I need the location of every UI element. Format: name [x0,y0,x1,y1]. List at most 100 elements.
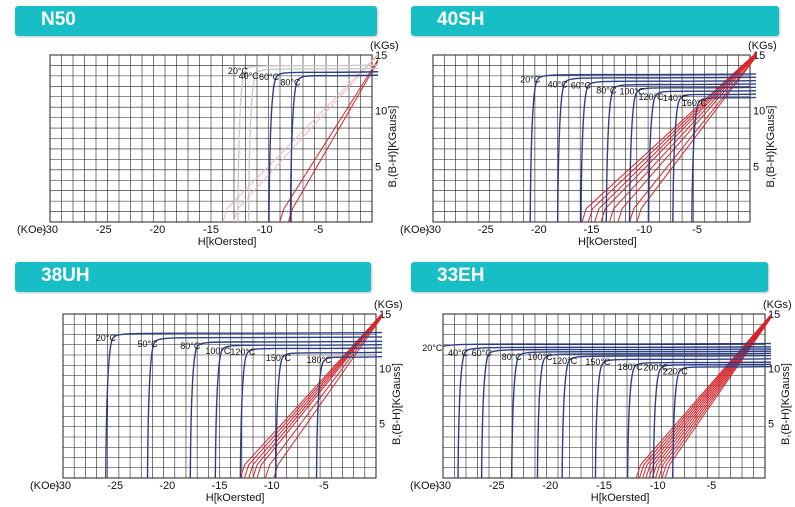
chart-title-bar: 33EH [411,262,768,292]
y-tick-label: 15 [379,309,391,321]
y-tick-label: 15 [753,50,765,62]
normal-curve [273,315,382,478]
y-tick-label: 15 [768,309,780,321]
x-tick-label: -25 [478,224,494,236]
x-axis-label: H[kOersted] [206,492,265,504]
x-tick-label: -25 [96,224,112,236]
series-label: 160°C [682,98,708,108]
chart-title: 38UH [41,265,90,286]
intrinsic-curve [214,343,382,478]
intrinsic-curve [247,67,378,222]
intrinsic-curve [315,356,382,478]
x-tick-label: -20 [542,480,558,492]
intrinsic-curve [189,340,382,478]
series-label: 120°C [639,92,665,102]
series-label: 220°C [663,366,689,376]
series-label: 180°C [307,355,333,365]
intrinsic-curve [529,73,756,222]
normal-curve [600,53,756,222]
intrinsic-curve [480,348,771,478]
normal-curve [287,60,378,222]
y-tick-label: 10 [753,106,765,118]
normal-curve [629,55,756,222]
chart-title-bar: N50 [15,6,377,36]
x-tick-label: -5 [313,224,323,236]
intrinsic-curve [672,93,756,222]
x-tick-label: -5 [692,224,702,236]
normal-curve [658,316,771,478]
series-label: 20°C [520,74,541,84]
y-tick-label: 15 [375,50,387,62]
x-tick-label: -20 [159,480,175,492]
intrinsic-curve [275,351,382,478]
series-label: 100°C [205,346,231,356]
y-axis-label: B,(B-H)[KGauss] [765,106,777,188]
intrinsic-curve [556,76,756,222]
x-tick-label: -10 [636,224,652,236]
intrinsic-curve [594,358,771,478]
normal-curve [608,53,756,222]
series-label: 80°C [502,352,523,362]
x-tick-label: -30 [425,224,441,236]
series-label: 40°C [448,348,469,358]
x-tick-label: -20 [531,224,547,236]
y-unit-label: (KGs) [748,40,777,52]
intrinsic-curve [268,71,378,222]
normal-curve [279,58,378,222]
series-label: 80°C [180,341,201,351]
normal-curve [655,315,771,478]
series-label: 20°C [228,66,249,76]
x-unit-label: (KOe) [30,480,59,492]
x-unit-label: (KOe) [17,224,46,236]
series-label: 40°C [548,79,569,89]
x-tick-label: -30 [435,480,451,492]
intrinsic-curve [626,361,771,478]
series-label: 120°C [230,347,256,357]
series-label: 100°C [620,87,646,97]
x-tick-label: -15 [584,224,600,236]
intrinsic-curve [146,336,382,478]
normal-curve [664,316,771,478]
x-tick-label: -30 [42,224,58,236]
plot-frame [432,54,751,223]
series-label: 200°C [643,362,669,372]
intrinsic-curve [652,363,771,478]
y-tick-label: 10 [375,106,387,118]
normal-curve [635,313,771,478]
x-tick-label: -10 [264,480,280,492]
y-tick-label: 10 [768,364,780,376]
normal-curve [645,314,771,478]
normal-curve [617,54,756,222]
plot-frame [442,313,766,479]
series-label: 180°C [618,362,644,372]
series-label: 60°C [259,72,280,82]
normal-curve [594,52,756,222]
normal-curve [222,53,378,222]
plot-frame [49,54,373,223]
x-tick-label: -5 [319,480,329,492]
intrinsic-curve [605,83,756,222]
intrinsic-curve [536,352,771,478]
series-label: 50°C [138,339,159,349]
series-label: 150°C [585,357,611,367]
x-tick-label: -15 [596,480,612,492]
y-axis-label: B,(B-H)[KGauss] [391,363,403,445]
series-label: 80°C [596,86,617,96]
series-label: 120°C [552,356,578,366]
intrinsic-curve [647,89,756,222]
y-unit-label: (KGs) [374,299,403,311]
y-tick-label: 5 [768,418,774,430]
y-tick-label: 5 [375,161,381,173]
normal-curve [636,56,756,222]
x-unit-label: (KOe) [400,224,429,236]
x-axis-label: H[kOersted] [198,236,257,248]
y-unit-label: (KGs) [370,40,399,52]
intrinsic-curve [510,350,771,478]
intrinsic-curve [580,79,756,222]
x-tick-label: -15 [212,480,228,492]
normal-curve [642,314,771,478]
series-label: 20°C [96,333,117,343]
series-label: 140°C [663,93,689,103]
x-axis-label: H[kOersted] [591,492,650,504]
y-axis-label: B,(B-H)[KGauss] [387,106,399,188]
